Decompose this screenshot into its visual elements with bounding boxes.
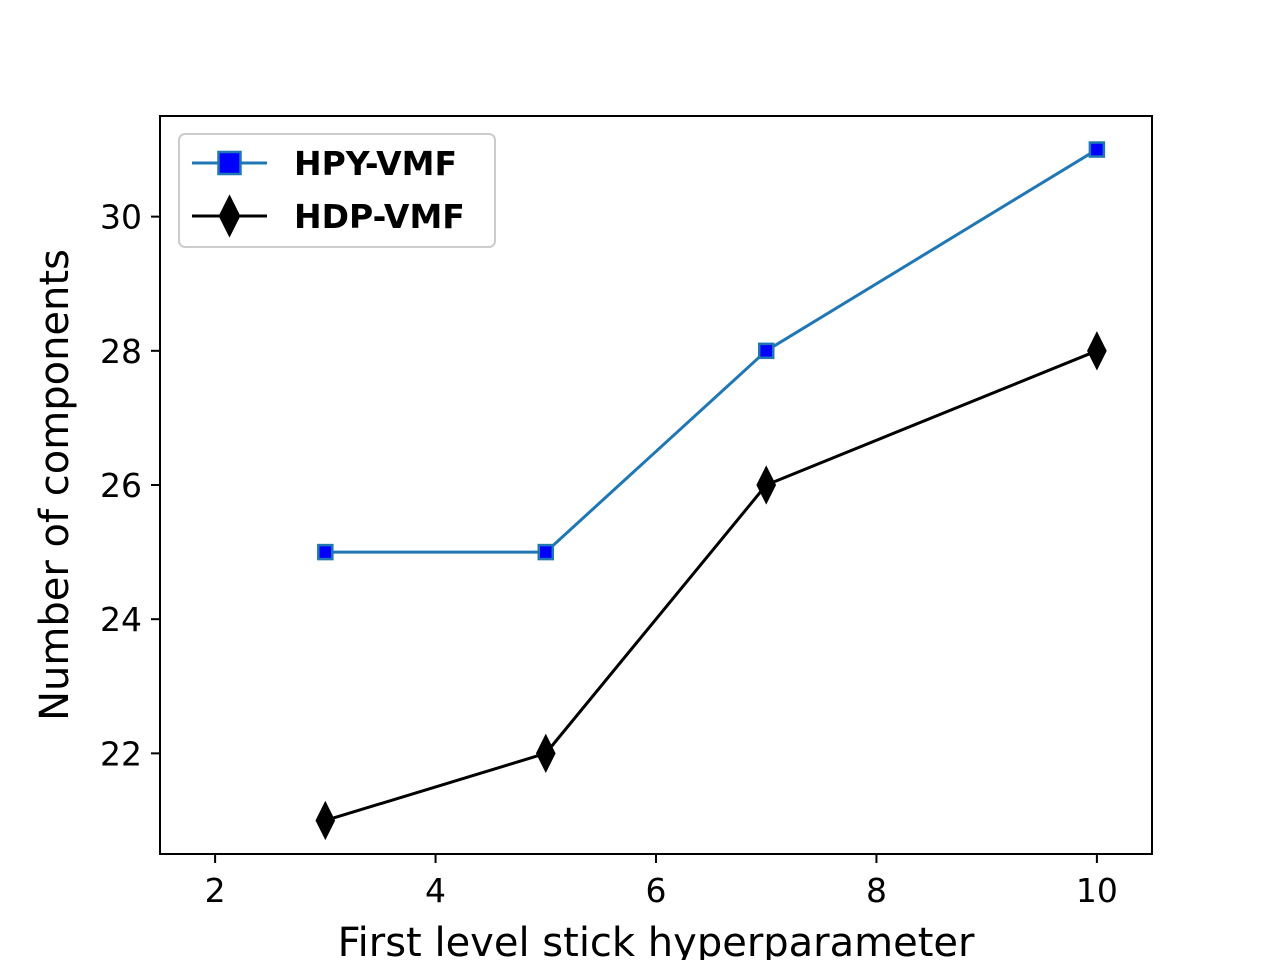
series-layer <box>315 141 1107 841</box>
y-tick-label: 22 <box>100 734 142 773</box>
y-tick-label: 26 <box>100 466 142 505</box>
x-axis: 2 4 6 8 10 <box>205 854 1118 910</box>
y-axis: 22 24 26 28 30 <box>100 198 160 773</box>
series-line-hpy-vmf <box>325 148 1098 554</box>
legend-marker-hdp-vmf <box>218 194 241 238</box>
y-tick-label: 24 <box>100 600 142 639</box>
data-point-hdp-vmf <box>535 733 556 774</box>
x-tick-label: 4 <box>425 871 446 910</box>
data-point-hpy-vmf <box>1088 141 1106 158</box>
data-point-hdp-vmf <box>756 465 777 505</box>
x-axis-label: First level stick hyperparameter <box>338 920 975 960</box>
data-point-hpy-vmf <box>317 543 334 561</box>
data-point-hpy-vmf <box>537 543 555 561</box>
y-tick-label: 28 <box>100 332 142 371</box>
x-tick-label: 8 <box>866 871 887 910</box>
legend-entry-hdp-vmf: HDP-VMF <box>192 194 465 238</box>
legend: HPY-VMF HDP-VMF <box>178 133 496 248</box>
y-tick-label: 30 <box>100 198 142 237</box>
legend-label-hpy-vmf: HPY-VMF <box>294 144 457 183</box>
data-point-hpy-vmf <box>757 342 775 360</box>
series-line-hdp-vmf <box>324 349 1098 822</box>
legend-label-hdp-vmf: HDP-VMF <box>294 197 465 236</box>
x-tick-label: 6 <box>646 871 667 910</box>
data-point-hdp-vmf <box>315 800 336 841</box>
x-tick-label: 10 <box>1076 871 1118 910</box>
series-hdp-vmf <box>315 331 1107 841</box>
legend-entry-hpy-vmf: HPY-VMF <box>192 144 457 183</box>
data-point-hdp-vmf <box>1087 331 1107 371</box>
legend-marker-hpy-vmf <box>217 150 242 176</box>
x-tick-label: 2 <box>205 871 226 910</box>
series-hpy-vmf <box>317 141 1106 561</box>
y-axis-label: Number of components <box>32 249 78 721</box>
